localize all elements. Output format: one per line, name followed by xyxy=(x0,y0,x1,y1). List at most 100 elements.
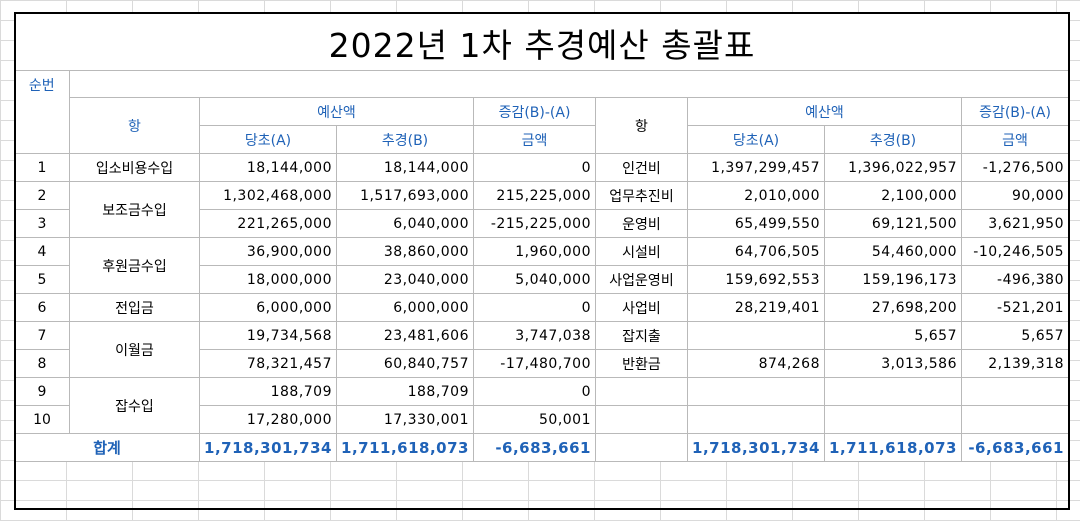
income-revised[interactable]: 18,144,000 xyxy=(336,153,474,182)
income-rev-header[interactable]: 추경(B) xyxy=(336,125,474,154)
expense-item[interactable]: 사업비 xyxy=(595,293,688,322)
income-original[interactable]: 188,709 xyxy=(199,377,337,406)
income-original[interactable]: 19,734,568 xyxy=(199,321,337,350)
expense-diff[interactable]: 5,657 xyxy=(961,321,1069,350)
expense-item[interactable]: 시설비 xyxy=(595,237,688,266)
income-diff[interactable]: 50,001 xyxy=(473,405,596,434)
income-item[interactable]: 잡수입 xyxy=(69,377,200,434)
income-item[interactable]: 후원금수입 xyxy=(69,237,200,294)
income-revised[interactable]: 1,517,693,000 xyxy=(336,181,474,210)
expense-revised[interactable]: 1,396,022,957 xyxy=(824,153,962,182)
expense-item[interactable]: 업무추진비 xyxy=(595,181,688,210)
expense-budget-header[interactable]: 예산액 xyxy=(687,97,962,126)
expense-item[interactable]: 반환금 xyxy=(595,349,688,378)
income-original[interactable]: 18,144,000 xyxy=(199,153,337,182)
income-diff[interactable]: 0 xyxy=(473,377,596,406)
expense-item-header[interactable]: 항 xyxy=(595,97,688,154)
expense-original[interactable]: 28,219,401 xyxy=(687,293,825,322)
income-diff[interactable]: 1,960,000 xyxy=(473,237,596,266)
expense-original[interactable]: 64,706,505 xyxy=(687,237,825,266)
expense-item[interactable]: 잡지출 xyxy=(595,321,688,350)
expense-original[interactable] xyxy=(687,321,825,350)
expense-revised[interactable] xyxy=(824,405,962,434)
expense-original[interactable]: 65,499,550 xyxy=(687,209,825,238)
expense-revised[interactable]: 27,698,200 xyxy=(824,293,962,322)
income-revised[interactable]: 6,000,000 xyxy=(336,293,474,322)
expense-diff[interactable]: -496,380 xyxy=(961,265,1069,294)
income-diff[interactable]: 3,747,038 xyxy=(473,321,596,350)
income-item[interactable]: 전입금 xyxy=(69,293,200,322)
income-diff[interactable]: 215,225,000 xyxy=(473,181,596,210)
row-number[interactable]: 4 xyxy=(14,237,70,266)
total-expense-diff[interactable]: -6,683,661 xyxy=(961,433,1069,462)
expense-revised[interactable] xyxy=(824,377,962,406)
income-diff[interactable]: -17,480,700 xyxy=(473,349,596,378)
row-number[interactable]: 9 xyxy=(14,377,70,406)
row-number[interactable]: 2 xyxy=(14,181,70,210)
total-income-revised[interactable]: 1,711,618,073 xyxy=(336,433,474,462)
income-diff[interactable]: 0 xyxy=(473,293,596,322)
expense-original[interactable]: 159,692,553 xyxy=(687,265,825,294)
income-revised[interactable]: 23,481,606 xyxy=(336,321,474,350)
expense-original[interactable]: 2,010,000 xyxy=(687,181,825,210)
income-amount-header[interactable]: 금액 xyxy=(473,125,596,154)
expense-original[interactable] xyxy=(687,377,825,406)
expense-revised[interactable]: 5,657 xyxy=(824,321,962,350)
expense-item[interactable] xyxy=(595,405,688,434)
income-diff[interactable]: -215,225,000 xyxy=(473,209,596,238)
income-diff[interactable]: 0 xyxy=(473,153,596,182)
expense-diff[interactable]: 3,621,950 xyxy=(961,209,1069,238)
income-original[interactable]: 1,302,468,000 xyxy=(199,181,337,210)
expense-original[interactable]: 874,268 xyxy=(687,349,825,378)
income-orig-header[interactable]: 당초(A) xyxy=(199,125,337,154)
expense-orig-header[interactable]: 당초(A) xyxy=(687,125,825,154)
expense-diff[interactable]: -10,246,505 xyxy=(961,237,1069,266)
row-number[interactable]: 3 xyxy=(14,209,70,238)
row-number[interactable]: 10 xyxy=(14,405,70,434)
expense-revised[interactable]: 2,100,000 xyxy=(824,181,962,210)
expense-diff[interactable]: -521,201 xyxy=(961,293,1069,322)
blank-cell[interactable] xyxy=(69,70,1069,98)
row-number[interactable]: 7 xyxy=(14,321,70,350)
income-revised[interactable]: 6,040,000 xyxy=(336,209,474,238)
income-original[interactable]: 17,280,000 xyxy=(199,405,337,434)
expense-item[interactable]: 인건비 xyxy=(595,153,688,182)
expense-revised[interactable]: 69,121,500 xyxy=(824,209,962,238)
row-number[interactable]: 6 xyxy=(14,293,70,322)
income-budget-header[interactable]: 예산액 xyxy=(199,97,474,126)
seq-header[interactable]: 순번 xyxy=(14,70,70,154)
income-original[interactable]: 36,900,000 xyxy=(199,237,337,266)
total-expense-original[interactable]: 1,718,301,734 xyxy=(687,433,825,462)
income-revised[interactable]: 23,040,000 xyxy=(336,265,474,294)
row-number[interactable]: 5 xyxy=(14,265,70,294)
income-revised[interactable]: 17,330,001 xyxy=(336,405,474,434)
expense-item[interactable] xyxy=(595,377,688,406)
expense-original[interactable]: 1,397,299,457 xyxy=(687,153,825,182)
expense-diff[interactable] xyxy=(961,377,1069,406)
income-original[interactable]: 78,321,457 xyxy=(199,349,337,378)
total-expense-blank[interactable] xyxy=(595,433,688,462)
expense-revised[interactable]: 3,013,586 xyxy=(824,349,962,378)
expense-diff-header[interactable]: 증감(B)-(A) xyxy=(961,97,1069,126)
total-income-original[interactable]: 1,718,301,734 xyxy=(199,433,337,462)
income-item[interactable]: 입소비용수입 xyxy=(69,153,200,182)
income-original[interactable]: 221,265,000 xyxy=(199,209,337,238)
expense-revised[interactable]: 54,460,000 xyxy=(824,237,962,266)
expense-revised[interactable]: 159,196,173 xyxy=(824,265,962,294)
expense-diff[interactable]: -1,276,500 xyxy=(961,153,1069,182)
expense-diff[interactable] xyxy=(961,405,1069,434)
income-original[interactable]: 6,000,000 xyxy=(199,293,337,322)
income-revised[interactable]: 38,860,000 xyxy=(336,237,474,266)
income-diff-header[interactable]: 증감(B)-(A) xyxy=(473,97,596,126)
income-item-header[interactable]: 항 xyxy=(69,97,200,154)
total-label[interactable]: 합계 xyxy=(14,433,200,462)
expense-diff[interactable]: 90,000 xyxy=(961,181,1069,210)
income-revised[interactable]: 188,709 xyxy=(336,377,474,406)
total-expense-revised[interactable]: 1,711,618,073 xyxy=(824,433,962,462)
income-diff[interactable]: 5,040,000 xyxy=(473,265,596,294)
income-original[interactable]: 18,000,000 xyxy=(199,265,337,294)
income-item[interactable]: 이월금 xyxy=(69,321,200,378)
expense-original[interactable] xyxy=(687,405,825,434)
expense-diff[interactable]: 2,139,318 xyxy=(961,349,1069,378)
sheet-title[interactable]: 2022년 1차 추경예산 총괄표 xyxy=(14,12,1070,72)
